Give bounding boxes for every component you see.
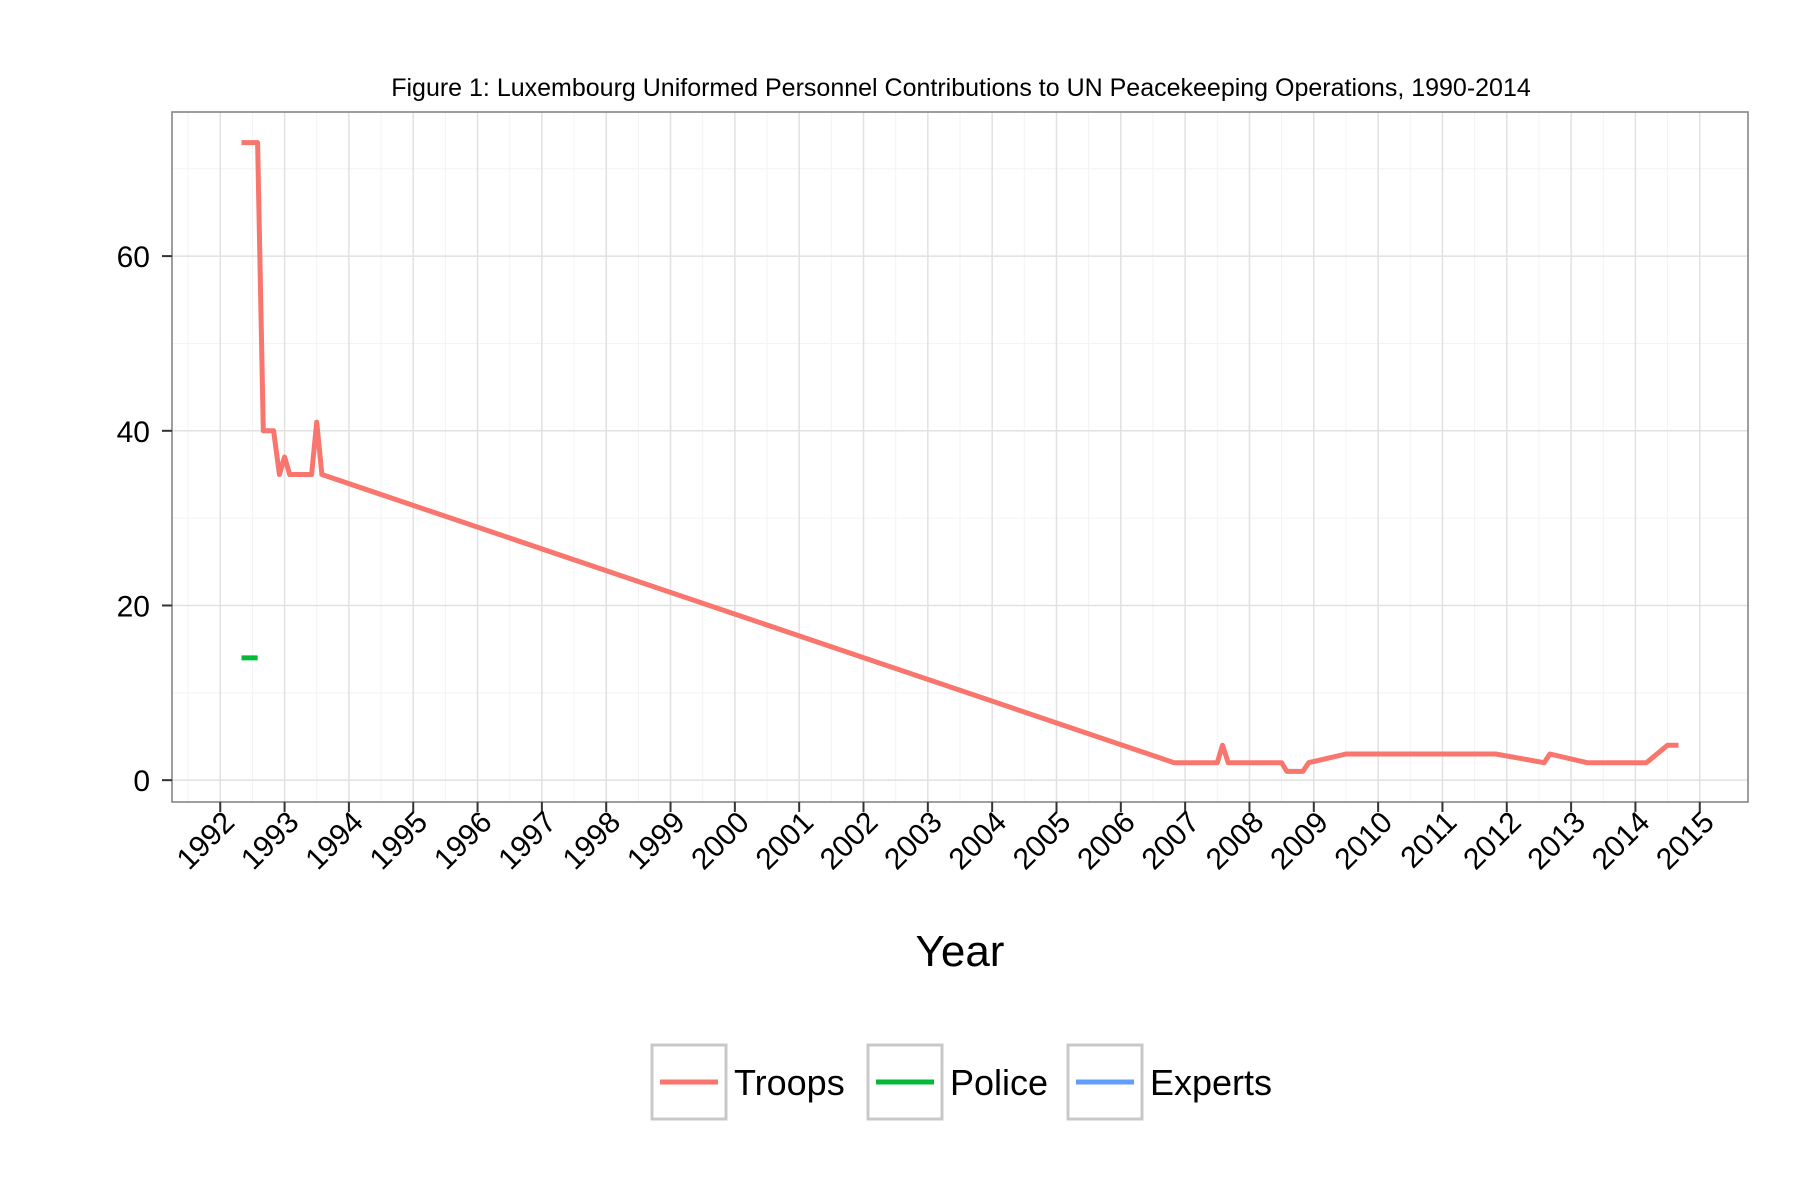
x-tick-label: 2014 <box>1586 806 1657 877</box>
legend-item-police: Police <box>866 1043 1048 1121</box>
legend-label: Police <box>950 1062 1048 1103</box>
x-tick-label: 2013 <box>1522 806 1593 877</box>
y-tick-label: 40 <box>117 416 150 449</box>
x-tick-label: 2001 <box>750 806 821 877</box>
y-axis: 0 20 40 60 <box>117 241 172 798</box>
x-tick-label: 2002 <box>814 806 885 877</box>
x-tick-label: 2009 <box>1264 806 1335 877</box>
legend-label: Experts <box>1150 1062 1272 1103</box>
x-tick-label: 2007 <box>1136 806 1207 877</box>
plot-border <box>171 111 1749 803</box>
x-tick-label: 2011 <box>1394 806 1463 875</box>
grid-minor-lines <box>172 112 1748 802</box>
x-tick-label: 2006 <box>1071 806 1142 877</box>
legend: Troops Police Experts <box>650 1043 1272 1121</box>
x-tick-label: 1994 <box>299 806 370 877</box>
x-tick-label: 1997 <box>492 806 563 877</box>
x-tick-label: 2000 <box>685 806 756 877</box>
y-tick-label: 0 <box>133 765 150 798</box>
grid-major-lines <box>172 112 1748 802</box>
x-tick-label: 1995 <box>364 806 435 877</box>
x-tick-label: 1999 <box>621 806 692 877</box>
x-tick-label: 2004 <box>943 806 1014 877</box>
x-tick-label: 1998 <box>557 806 628 877</box>
x-tick-label: 1993 <box>235 806 306 877</box>
y-tick-label: 60 <box>117 241 150 274</box>
legend-item-troops: Troops <box>650 1043 845 1121</box>
x-tick-label: 2008 <box>1200 806 1271 877</box>
chart-title: Figure 1: Luxembourg Uniformed Personnel… <box>391 74 1531 102</box>
series-lines <box>241 140 1679 774</box>
x-axis: 1992199319941995199619971998199920002001… <box>171 802 1721 876</box>
y-tick-label: 20 <box>117 590 150 623</box>
x-tick-label: 2015 <box>1650 806 1721 877</box>
x-tick-label: 2005 <box>1007 806 1078 877</box>
x-tick-label: 2012 <box>1457 806 1528 877</box>
x-tick-label: 2003 <box>878 806 949 877</box>
x-axis-title: Year <box>916 927 1005 976</box>
x-tick-label: 1996 <box>428 806 499 877</box>
series-line-troops <box>241 140 1679 774</box>
x-tick-label: 2010 <box>1329 806 1400 877</box>
legend-item-experts: Experts <box>1066 1043 1272 1121</box>
legend-label: Troops <box>734 1062 845 1103</box>
x-tick-label: 1992 <box>171 806 242 877</box>
plot-panel <box>171 111 1749 803</box>
